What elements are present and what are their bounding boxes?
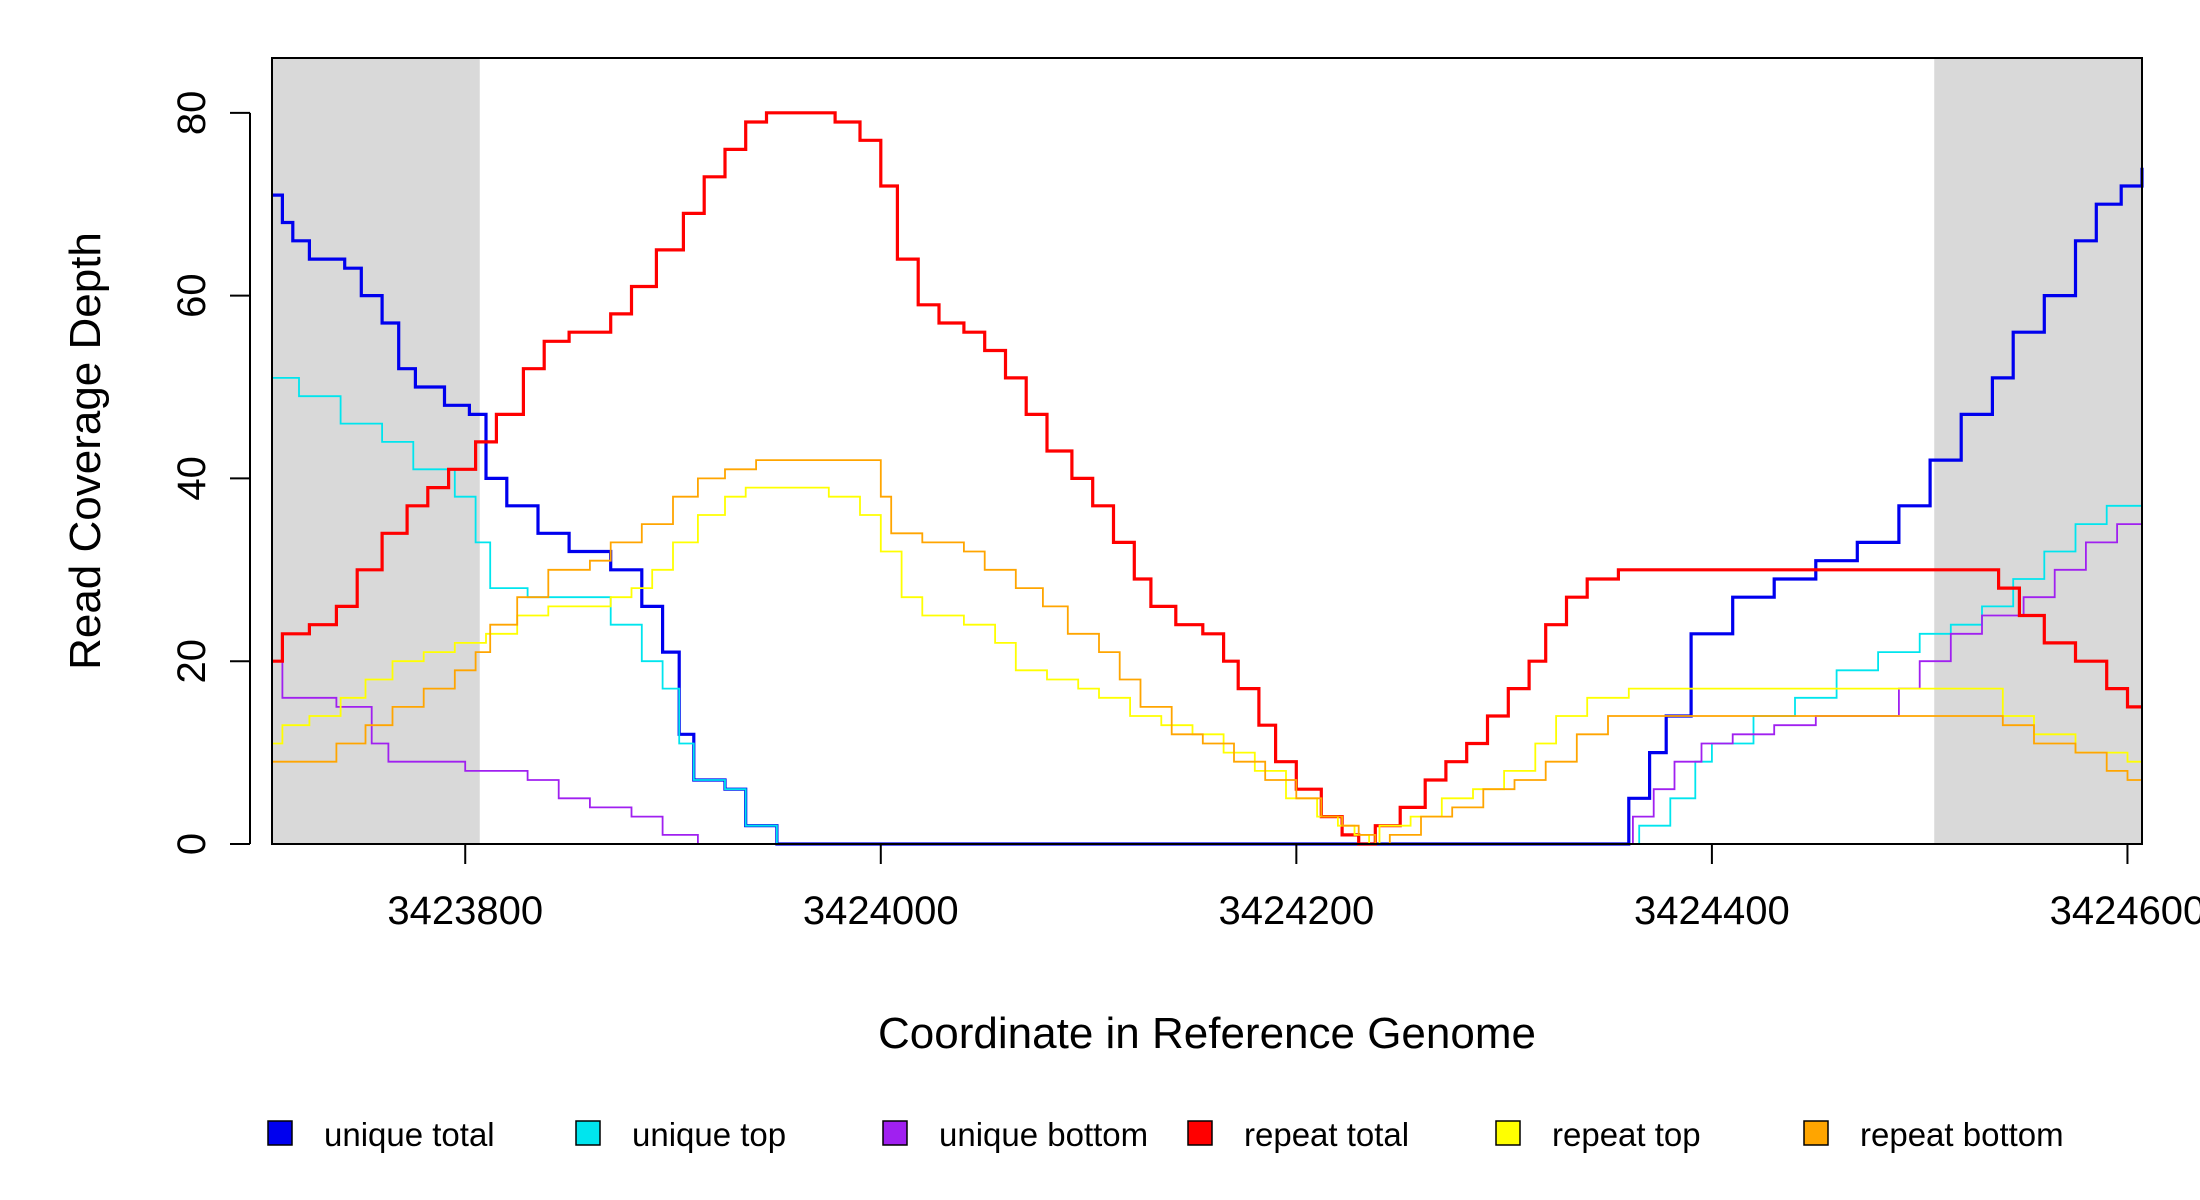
legend-label: unique top bbox=[632, 1116, 786, 1153]
x-axis-title: Coordinate in Reference Genome bbox=[878, 1009, 1536, 1058]
legend-swatch bbox=[1803, 1120, 1829, 1146]
series-line-repeat-total bbox=[272, 111, 2142, 846]
y-tick-label: 20 bbox=[170, 639, 214, 684]
legend-label: repeat total bbox=[1244, 1116, 1409, 1153]
legend-label: repeat bottom bbox=[1860, 1116, 2064, 1153]
shaded-region-2 bbox=[1934, 58, 2142, 844]
legend-label: repeat top bbox=[1552, 1116, 1701, 1153]
x-tick-label: 3423800 bbox=[387, 889, 543, 933]
legend-label: unique total bbox=[324, 1116, 495, 1153]
x-tick-label: 3424600 bbox=[2050, 889, 2200, 933]
series-line-unique-top bbox=[272, 377, 2142, 845]
y-tick-label: 60 bbox=[170, 273, 214, 318]
x-tick-label: 3424200 bbox=[1218, 889, 1374, 933]
legend-swatch bbox=[1495, 1120, 1521, 1146]
x-tick-label: 3424000 bbox=[803, 889, 959, 933]
legend-label: unique bottom bbox=[939, 1116, 1148, 1153]
legend-swatch bbox=[1187, 1120, 1213, 1146]
legend-swatch bbox=[882, 1120, 908, 1146]
legend-swatch bbox=[575, 1120, 601, 1146]
series-line-repeat-bottom bbox=[272, 459, 2142, 845]
series-line-repeat-top bbox=[272, 486, 2142, 845]
series-line-unique-bottom bbox=[272, 505, 2143, 845]
y-axis-title: Read Coverage Depth bbox=[61, 232, 110, 670]
x-axis: 3423800 3424000 3424200 3424400 3424600 bbox=[387, 843, 2200, 933]
series-line-unique-total bbox=[272, 167, 2144, 846]
legend-swatch bbox=[267, 1120, 293, 1146]
shaded-region-1 bbox=[272, 58, 480, 844]
y-tick-label: 40 bbox=[170, 456, 214, 501]
legend: unique total unique top unique bottom repea… bbox=[267, 1116, 2064, 1153]
y-axis: 0 20 40 60 80 bbox=[170, 91, 251, 855]
y-tick-label: 80 bbox=[170, 91, 214, 136]
series-lines bbox=[272, 111, 2144, 846]
x-tick-label: 3424400 bbox=[1634, 889, 1790, 933]
y-tick-label: 0 bbox=[170, 833, 214, 855]
shaded-regions bbox=[272, 58, 2142, 844]
plot-frame bbox=[271, 57, 2143, 845]
